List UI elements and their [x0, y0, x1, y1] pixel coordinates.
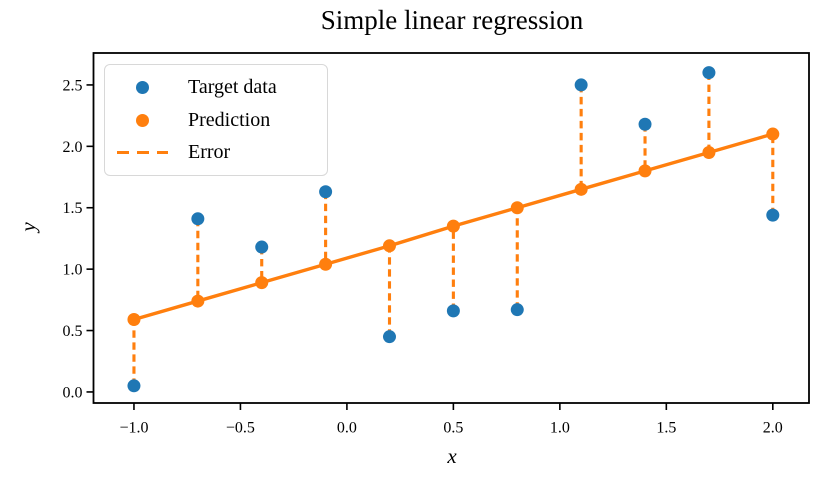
target-point: [702, 66, 716, 80]
target-point: [319, 185, 333, 199]
prediction-point: [766, 127, 780, 141]
x-tick-label: 0.5: [443, 420, 463, 437]
y-tick-label: 0.5: [63, 323, 83, 340]
prediction-point: [702, 145, 716, 159]
prediction-point: [255, 276, 269, 290]
y-tick-label: 2.0: [63, 139, 83, 156]
legend-error-dash-icon: [117, 151, 168, 155]
prediction-point: [638, 164, 652, 178]
prediction-point: [127, 312, 141, 326]
prediction-point: [382, 239, 396, 253]
target-point: [574, 78, 588, 92]
x-tick-label: −0.5: [226, 420, 255, 437]
legend: Target data Prediction Error: [104, 64, 328, 176]
prediction-point: [446, 219, 460, 233]
prediction-point: [510, 201, 524, 215]
y-tick-label: 1.5: [63, 200, 83, 217]
prediction-point: [191, 294, 205, 308]
legend-label-target-data: Target data: [188, 75, 277, 98]
y-tick-label: 0.0: [63, 384, 83, 401]
legend-label-error: Error: [188, 141, 231, 164]
legend-label-prediction: Prediction: [188, 108, 271, 131]
target-point: [191, 212, 205, 226]
x-tick-label: 0.0: [337, 420, 357, 437]
prediction-point: [319, 257, 333, 271]
target-point: [510, 303, 524, 317]
prediction-point: [574, 182, 588, 196]
legend-item-target-data: Target data: [105, 71, 327, 104]
x-tick-label: 1.0: [550, 420, 570, 437]
x-tick-label: 1.5: [656, 420, 676, 437]
target-point: [446, 304, 460, 318]
x-tick-label: −1.0: [119, 420, 148, 437]
target-point: [638, 117, 652, 131]
target-point: [127, 379, 141, 393]
legend-item-prediction: Prediction: [105, 104, 327, 137]
chart-title: Simple linear regression: [320, 5, 584, 35]
target-point: [255, 240, 269, 254]
y-axis-label: y: [15, 222, 40, 232]
y-tick-label: 1.0: [63, 262, 83, 279]
legend-item-error: Error: [105, 136, 327, 169]
target-point: [766, 208, 780, 222]
legend-prediction-dot-icon: [117, 113, 168, 127]
plot-border: [92, 52, 810, 404]
y-tick-label: 2.5: [63, 77, 83, 94]
target-point: [382, 330, 396, 344]
legend-target-dot-icon: [117, 80, 168, 94]
x-tick-label: 2.0: [763, 420, 783, 437]
x-axis-label: x: [447, 444, 457, 468]
